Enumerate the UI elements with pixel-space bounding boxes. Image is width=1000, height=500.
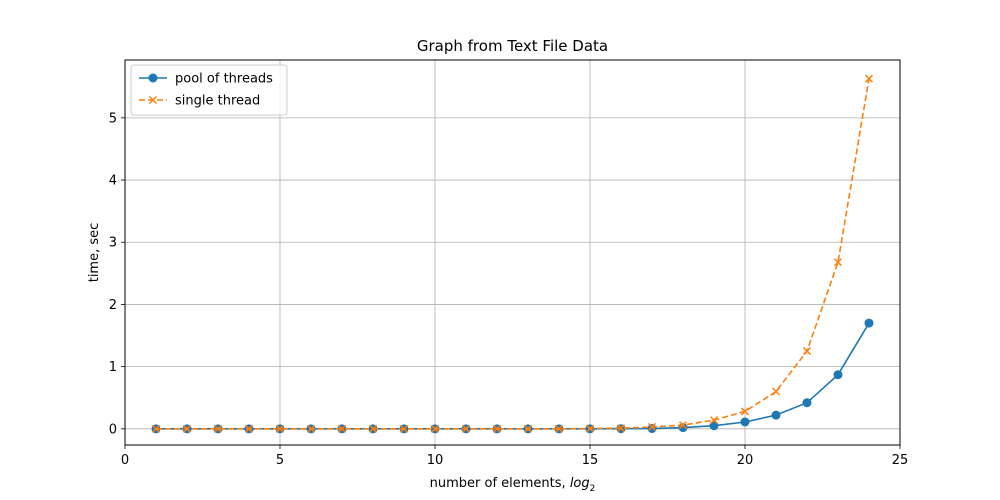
data-point [771,387,781,396]
y-tick-label: 5 [109,111,117,126]
data-point [833,258,843,267]
data-point-stroke [864,74,874,83]
data-point-stroke [337,424,347,433]
legend-marker [148,95,158,105]
legend-marker [148,73,158,83]
data-point [740,417,750,427]
x-tick-label: 25 [892,453,909,468]
data-point [709,416,719,425]
chart-title: Graph from Text File Data [417,37,608,55]
y-axis-label: time, sec [87,223,102,283]
legend-box [130,64,288,116]
data-point [647,422,657,431]
data-point [399,424,409,433]
x-tick-label: 5 [276,453,284,468]
data-point [864,318,874,328]
data-point-stroke [554,424,564,433]
data-point-stroke [616,424,626,433]
data-point-stroke [740,407,750,416]
y-tick-label: 2 [109,298,117,313]
data-point-stroke [709,416,719,425]
data-point-stroke [151,424,161,433]
y-tick-label: 0 [109,422,117,437]
x-tick-label: 10 [427,453,444,468]
series-layer [151,74,874,434]
data-point-stroke [523,424,533,433]
data-point-stroke [275,424,285,433]
data-point-stroke [368,424,378,433]
data-point [616,424,626,433]
plot-frame [124,59,901,446]
data-point-stroke [492,424,502,433]
x-tick-label: 15 [582,453,599,468]
data-point [368,424,378,433]
data-point [244,424,254,433]
y-tick-label: 4 [109,174,117,189]
data-point-stroke [399,424,409,433]
ticks: 0 5 10 15 20 25 0 1 2 3 4 5 [109,111,909,468]
grid [125,60,900,445]
legend-label-2: single thread [175,94,260,109]
data-point [678,421,688,430]
y-tick-label: 3 [109,236,117,251]
data-point [771,410,781,420]
data-point [306,424,316,433]
data-point [151,424,161,433]
data-point-stroke [833,258,843,267]
data-point [864,74,874,83]
legend-label-1: pool of threads [175,72,273,87]
data-point-stroke [182,424,192,433]
data-point [430,424,440,433]
x-axis-label-text: number of elements, [430,476,570,491]
data-point-stroke [461,424,471,433]
data-point-stroke [647,422,657,431]
data-point [275,424,285,433]
data-point [647,424,657,434]
x-axis-label-subscript: 2 [590,484,596,494]
data-point-stroke [244,424,254,433]
data-point-stroke [678,421,688,430]
series-line-1 [156,322,870,430]
data-point [585,424,595,433]
series-line-2 [156,78,870,430]
data-point [833,370,843,380]
data-point-stroke [213,424,223,433]
data-point [461,424,471,433]
x-tick-label: 20 [737,453,754,468]
x-tick-label: 0 [121,453,129,468]
data-point [492,424,502,433]
data-point [740,407,750,416]
data-point-stroke [430,424,440,433]
data-point [213,424,223,433]
data-point-stroke [802,347,812,356]
x-axis-label: number of elements, log2 [430,476,596,494]
data-point [337,424,347,433]
data-point [802,347,812,356]
data-point [182,424,192,433]
y-tick-label: 1 [109,360,117,375]
x-axis-label-log: log [570,476,590,491]
data-point-stroke [771,387,781,396]
data-point-stroke [585,424,595,433]
data-point-stroke [306,424,316,433]
data-point [709,421,719,431]
data-point [802,398,812,408]
data-point [554,424,564,433]
legend: pool of threads single thread [130,64,288,116]
data-point [523,424,533,433]
